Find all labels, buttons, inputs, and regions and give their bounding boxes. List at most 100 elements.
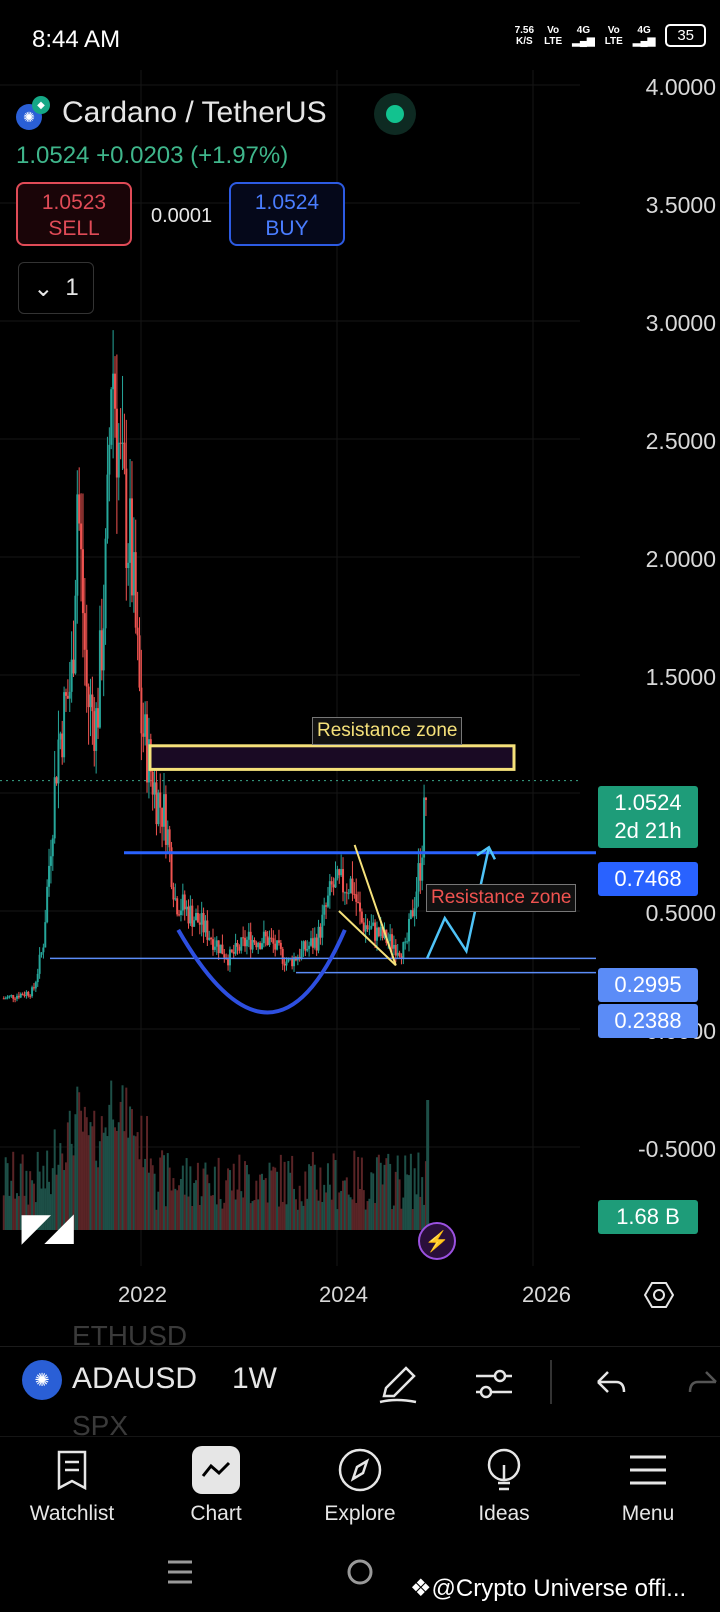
chart-settings-icon[interactable] <box>643 1280 675 1315</box>
candle-body <box>211 939 214 950</box>
nav-menu[interactable]: Menu <box>588 1446 708 1526</box>
volume-bar <box>426 1100 430 1230</box>
candle-body <box>404 941 407 943</box>
volume-bar <box>247 1174 250 1230</box>
volume-bar <box>149 1158 152 1230</box>
tradingview-logo: ◤◢ <box>22 1206 73 1247</box>
lightning-icon[interactable]: ⚡ <box>418 1222 456 1260</box>
volume-bar <box>85 1117 88 1230</box>
candle-body <box>63 692 66 758</box>
volume-bar <box>415 1194 418 1230</box>
resistance-zone-label-top[interactable]: Resistance zone <box>312 717 463 745</box>
nav-chart[interactable]: Chart <box>156 1446 276 1526</box>
candle-body <box>138 635 141 688</box>
redo-icon[interactable] <box>686 1364 720 1409</box>
volume-bar <box>198 1204 201 1230</box>
volume-bar <box>127 1137 130 1230</box>
volume-bar <box>176 1190 179 1230</box>
volume-bar <box>309 1166 312 1230</box>
volume-bar <box>236 1189 239 1230</box>
status-icons: 7.56 K/S Vo LTE 4G ▂▄▆ Vo LTE 4G ▂▄▆ 35 <box>515 24 706 47</box>
candle-body <box>98 630 101 728</box>
candle-body <box>317 926 320 951</box>
volume-bar <box>323 1184 326 1230</box>
candle-body <box>104 538 107 629</box>
candle-body <box>424 797 427 801</box>
candle-body <box>398 952 401 957</box>
nav-ideas[interactable]: Ideas <box>444 1446 564 1526</box>
candle-body <box>61 733 64 758</box>
candle-body <box>277 940 280 943</box>
volume-bar <box>294 1199 297 1230</box>
volume-bar <box>325 1192 328 1230</box>
volume-bar <box>360 1157 363 1230</box>
pencil-icon[interactable] <box>376 1362 420 1411</box>
volume-bar <box>230 1190 233 1230</box>
candle-body <box>48 865 51 887</box>
undo-icon[interactable] <box>590 1364 630 1409</box>
volume-bar <box>321 1201 324 1230</box>
volume-bar <box>23 1195 26 1230</box>
volume-bar <box>87 1135 90 1230</box>
volume-bar <box>260 1173 263 1230</box>
status-time: 8:44 AM <box>32 26 121 53</box>
volume-bar <box>32 1183 35 1230</box>
volume-bar <box>228 1170 231 1230</box>
resistance-zone-label-mid[interactable]: Resistance zone <box>426 884 577 912</box>
volume-bar <box>36 1151 39 1230</box>
volume-bar <box>55 1174 58 1230</box>
volume-bar <box>178 1185 181 1230</box>
buy-button[interactable]: 1.0524 BUY <box>229 182 345 246</box>
volume-bar <box>51 1168 54 1230</box>
volume-bar <box>123 1131 126 1230</box>
price-chart[interactable] <box>0 70 720 1266</box>
nav-explore[interactable]: Explore <box>300 1446 420 1526</box>
candle-body <box>64 692 67 696</box>
volume-bar <box>25 1170 28 1230</box>
candle-body <box>14 998 17 1000</box>
indicators-sliders-icon[interactable] <box>472 1362 516 1411</box>
home-icon[interactable] <box>346 1558 374 1591</box>
candle-body <box>168 829 171 848</box>
indicators-collapse-button[interactable]: ⌄ 1 <box>18 262 94 314</box>
volume-bar <box>417 1152 420 1230</box>
chart-area[interactable] <box>0 70 720 1266</box>
volume-bar <box>389 1163 392 1230</box>
volume-bar <box>291 1155 294 1230</box>
candle-body <box>200 912 203 925</box>
volume-bar <box>91 1126 94 1230</box>
candle-body <box>217 940 220 954</box>
volume-bar <box>98 1141 101 1230</box>
volume-bar <box>396 1155 399 1230</box>
volume-bar <box>287 1161 290 1230</box>
sell-button[interactable]: 1.0523 SELL <box>16 182 132 246</box>
volume-bar <box>289 1172 292 1230</box>
candle-body <box>210 937 213 940</box>
candle-body <box>251 940 254 950</box>
candle-body <box>198 922 201 925</box>
chart-drawings <box>50 744 596 1015</box>
volume-bar <box>419 1196 422 1230</box>
net-speed: 7.56 K/S <box>514 24 535 47</box>
pair-title[interactable]: Cardano / TetherUS <box>62 96 327 129</box>
volume-bar <box>170 1190 173 1230</box>
volume-bar <box>119 1101 122 1230</box>
candle-body <box>110 389 113 445</box>
interval-selector[interactable]: 1W <box>232 1362 277 1395</box>
recent-apps-icon[interactable] <box>166 1558 194 1591</box>
candle-body <box>102 628 105 671</box>
bar-countdown: 2d 21h <box>614 818 682 843</box>
volume-bar <box>217 1157 220 1230</box>
nav-watchlist[interactable]: Watchlist <box>12 1446 132 1526</box>
volume-bar <box>402 1197 405 1230</box>
symbol-selector[interactable]: ADAUSD <box>72 1362 198 1395</box>
level-tag-0.7468: 0.7468 <box>598 862 698 896</box>
volume-bar <box>159 1157 162 1230</box>
candle-body <box>115 408 118 478</box>
volume-bar <box>72 1155 75 1230</box>
volume-bar <box>174 1188 177 1230</box>
candle-body <box>247 931 250 940</box>
volume-bar <box>234 1199 237 1230</box>
volume-bar <box>351 1199 354 1230</box>
lightbulb-icon <box>480 1446 528 1494</box>
